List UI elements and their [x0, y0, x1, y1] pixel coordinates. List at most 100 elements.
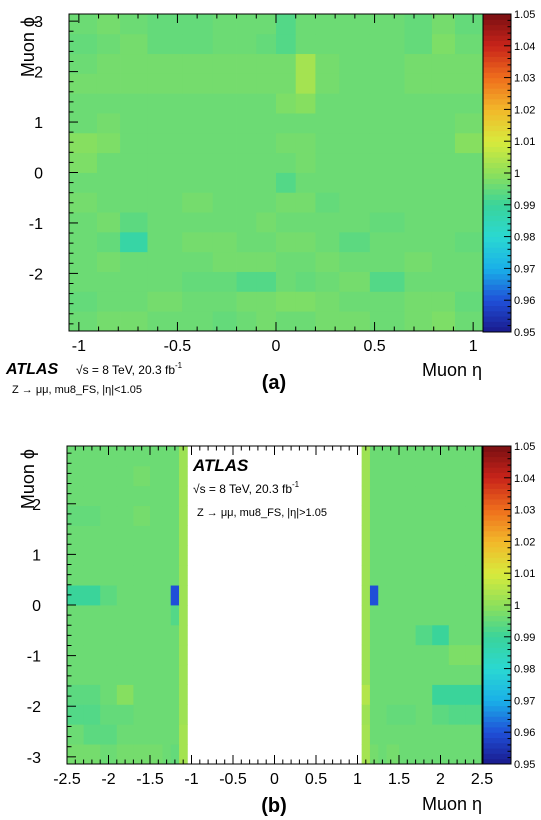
heatmap-cell: [448, 605, 466, 626]
heatmap-cell: [431, 33, 456, 55]
colorbar-band: [483, 700, 511, 707]
colorbar-band: [483, 477, 511, 484]
colorbar-band: [483, 610, 511, 617]
x-tick-label: 0: [270, 771, 279, 788]
colorbar-band: [483, 695, 511, 701]
heatmap-cell: [236, 53, 257, 74]
heatmap-cell: [431, 132, 456, 154]
heatmap-cell: [361, 704, 371, 725]
colorbar-band: [483, 520, 511, 526]
heatmap-cell: [116, 485, 134, 507]
heatmap-cell: [386, 684, 400, 705]
heatmap-cell: [100, 724, 118, 745]
heatmap-cell: [133, 485, 151, 507]
heatmap-cell: [150, 664, 163, 685]
colorbar-band: [483, 130, 511, 137]
colorbar-band: [483, 642, 511, 648]
heatmap-cell: [315, 251, 340, 272]
heatmap-cell: [415, 485, 433, 507]
heatmap-cell: [276, 132, 297, 154]
heatmap-cell: [120, 53, 148, 74]
heatmap-cell: [256, 93, 277, 114]
heatmap-cell: [339, 113, 371, 134]
y-tick-labels-a: -2 -1 0 1 2 3: [29, 14, 43, 283]
colorbar-band: [483, 210, 511, 216]
colorbar-band: [483, 67, 511, 73]
heatmap-cell: [448, 704, 466, 725]
colorbar-band: [483, 104, 511, 110]
heatmap-cell: [369, 485, 379, 507]
heatmap-cell: [236, 73, 257, 94]
heatmap-cell: [448, 664, 466, 685]
heatmap-cell: [369, 73, 405, 94]
heatmap-cell: [295, 152, 316, 173]
y-tick-label: 1: [34, 115, 43, 132]
heatmap-cell: [431, 311, 456, 332]
heatmap-cell: [339, 152, 371, 173]
heatmap-cell: [212, 291, 237, 312]
x-tick-label: 0: [272, 338, 281, 355]
y-tick-label: 0: [32, 598, 41, 615]
colorbar-band: [483, 273, 511, 280]
heatmap-cell: [150, 724, 163, 745]
heatmap-cell: [116, 624, 134, 646]
heatmap-cell: [133, 644, 151, 666]
heatmap-cell: [83, 585, 101, 606]
heatmap-cell: [69, 93, 98, 114]
colorbar-band: [483, 684, 511, 691]
heatmap-cell: [83, 465, 101, 487]
heatmap-cell: [361, 465, 371, 487]
heatmap-cell: [67, 525, 84, 546]
colorbar-band: [483, 40, 511, 47]
heatmap-cell: [455, 271, 484, 292]
colorbar-band: [483, 446, 511, 452]
heatmap-cell: [120, 152, 148, 173]
colorbar-band: [483, 472, 511, 479]
heatmap-cell: [133, 605, 151, 626]
colorbar-band: [483, 626, 511, 632]
heatmap-cell: [361, 525, 371, 546]
atlas-label-a: ATLAS: [5, 361, 58, 378]
colorbar-band: [483, 51, 511, 57]
heatmap-cell: [361, 565, 371, 586]
heatmap-cell: [170, 644, 180, 666]
heatmap-cell: [236, 132, 257, 154]
heatmap-cell: [399, 744, 416, 765]
heatmap-cell: [369, 525, 379, 546]
heatmap-cell: [465, 605, 483, 626]
heatmap-cell: [378, 724, 387, 745]
heatmap-cell: [182, 132, 214, 154]
heatmap-cell: [399, 644, 416, 666]
heatmap-cell: [69, 73, 98, 94]
heatmap-cell: [236, 231, 257, 253]
heatmap-cell: [465, 704, 483, 725]
heatmap-cell: [212, 271, 237, 292]
heatmap-cell: [96, 231, 121, 253]
colorbar-b: 0.95 0.96 0.97 0.98 0.99 1 1.01 1.02 1.03 1.04 1.0…: [482, 441, 535, 771]
colorbar-band: [483, 758, 511, 765]
heatmap-cell: [339, 231, 371, 253]
heatmap-cell: [69, 152, 98, 173]
colorbar-band: [483, 226, 511, 232]
heatmap-cell: [133, 664, 151, 685]
colorbar-band: [483, 109, 511, 116]
heatmap-cell: [339, 53, 371, 74]
heatmap-cell: [120, 311, 148, 332]
colorbar-band: [483, 557, 511, 564]
colorbar-band: [483, 594, 511, 601]
heatmap-cell: [369, 212, 405, 233]
heatmap-cell: [315, 212, 340, 233]
heatmap-cell: [212, 192, 237, 213]
heatmap-cell: [448, 505, 466, 526]
heatmap-cell: [116, 525, 134, 546]
colorbar-band: [483, 279, 511, 285]
y-tick-label: 2: [32, 497, 41, 514]
colorbar-bands-b: [483, 446, 511, 765]
colorbar-band: [483, 98, 511, 105]
heatmap-cell: [315, 53, 340, 74]
heatmap-cell: [69, 172, 98, 193]
heatmap-cell: [465, 485, 483, 507]
heatmap-cell: [455, 14, 484, 35]
heatmap-cell: [256, 113, 277, 134]
colorbar-band: [483, 726, 511, 733]
